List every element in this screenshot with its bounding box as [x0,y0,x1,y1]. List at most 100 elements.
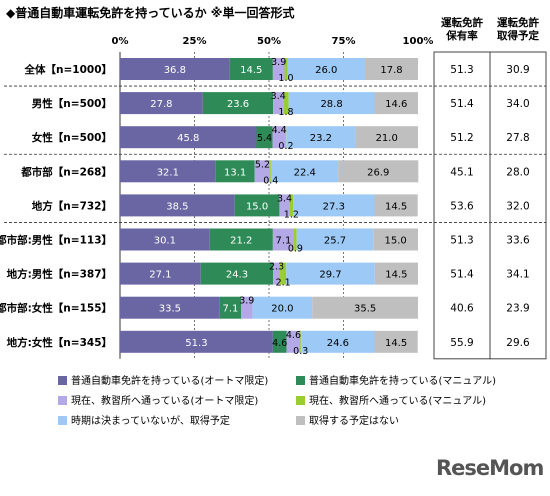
bar-segment [272,58,285,80]
holding-rate-value: 51.2 [450,132,473,144]
data-label: 7.1 [222,304,238,315]
data-label: 51.3 [185,338,207,349]
category-label: 地方:女性【n=345】 [7,336,112,349]
resemom-logo: ReseMom [436,456,544,480]
data-label: 5.2 [255,159,270,170]
data-label: 3.9 [239,296,254,307]
legend-swatch [296,396,305,405]
planned-rate-value: 33.6 [506,235,530,247]
data-label: 0.2 [278,141,293,152]
bar-segment [120,126,257,149]
data-label: 36.8 [164,65,186,76]
bar-segment [215,160,255,183]
category-label: 都市部:女性【n=155】 [0,302,112,315]
planned-rate-value: 28.0 [506,166,529,178]
bar-segment [272,228,295,251]
data-label: 14.5 [385,338,407,349]
category-label: 女性【n=500】 [32,131,112,144]
data-label: 14.6 [385,99,407,110]
data-label: 14.5 [240,65,262,76]
data-label: 26.9 [367,167,389,178]
bar-segment [219,296,241,319]
bar-segment [286,330,301,353]
data-label: 26.0 [315,65,337,76]
bar-segment [272,330,287,353]
data-label: 15.0 [246,201,268,212]
bar-segment [373,228,418,251]
chart-title: ◆普通自動車運転免許を持っているか ※単一回答形式 [6,6,295,20]
bar-segment [240,296,253,319]
bar-segment [296,228,374,251]
x-tick-label: 0% [112,36,129,47]
data-label: 24.3 [226,270,248,281]
data-label: 1.2 [284,209,299,220]
bar-segment [338,160,419,183]
holding-rate-value: 40.6 [450,303,474,315]
bar-segment [252,296,313,319]
bar-segment [271,160,339,183]
data-label: 23.2 [310,133,332,144]
holding-rate-value: 51.3 [450,64,473,76]
table-header: 運転免許 [441,16,483,29]
x-tick-label: 100% [403,36,434,47]
bar-segment [120,92,203,115]
data-label: 1.0 [278,73,293,84]
planned-rate-value: 30.9 [506,64,529,76]
category-label: 男性【n=500】 [32,97,112,110]
bar-segment [229,58,273,80]
table-header: 保有率 [445,29,478,42]
holding-rate-value: 51.3 [450,235,473,247]
data-label: 30.1 [154,236,176,247]
data-label: 14.5 [385,270,407,281]
bar-segment [202,92,274,115]
data-label: 4.6 [272,338,287,349]
holding-rate-value: 51.4 [450,269,474,281]
table-header: 取得予定 [497,29,539,42]
planned-rate-value: 34.0 [506,98,529,110]
bar-segment [272,126,286,149]
bar-segment [286,262,375,285]
bar-segment [287,58,365,80]
data-label: 38.5 [166,201,188,212]
data-label: 15.0 [385,236,407,247]
bar-segment [355,126,418,149]
data-label: 35.5 [354,304,376,315]
legend-swatch [58,416,67,425]
category-label: 全体【n=1000】 [24,63,113,76]
bar-segment [120,160,216,183]
category-label: 都市部:男性【n=113】 [0,234,112,247]
category-label: 地方【n=732】 [32,199,112,212]
legend-swatch [58,396,67,405]
table-column-border [489,51,547,360]
bar-segment [234,194,280,217]
planned-rate-value: 34.1 [506,269,529,281]
planned-rate-value: 29.6 [506,337,530,349]
data-label: 3.4 [277,193,292,204]
data-label: 0.4 [263,175,278,186]
bar-segment [254,160,271,183]
bar-segment [294,228,297,251]
data-label: 20.0 [271,304,293,315]
data-label: 25.7 [324,236,346,247]
x-tick-label: 75% [332,36,356,47]
bar-segment [364,58,418,80]
data-label: 21.0 [376,133,398,144]
legend-label: 普通自動車免許を持っている(マニュアル) [309,374,496,387]
holding-rate-value: 45.1 [450,166,473,178]
data-label: 29.7 [319,270,341,281]
data-label: 0.9 [288,244,303,255]
data-label: 27.8 [150,99,172,110]
bar-segment [286,126,356,149]
bar-segment [285,126,287,149]
category-label: 地方:男性【n=387】 [7,268,112,281]
legend-label: 普通自動車免許を持っている(オートマ限定) [71,374,268,387]
bar-segment [288,92,375,115]
planned-rate-value: 32.0 [506,200,529,212]
data-label: 22.4 [294,167,316,178]
bar-segment [293,194,375,217]
bar-segment [283,92,289,115]
data-label: 4.6 [286,330,301,341]
data-label: 45.8 [177,133,199,144]
data-label: 24.6 [327,338,349,349]
